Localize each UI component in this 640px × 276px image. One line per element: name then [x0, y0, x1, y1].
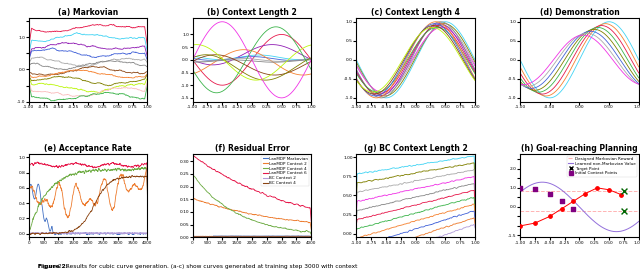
Point [568, 199, 579, 203]
Title: (h) Goal-reaching Planning: (h) Goal-reaching Planning [521, 144, 637, 153]
Title: (e) Acceptance Rate: (e) Acceptance Rate [44, 144, 132, 153]
Point [619, 208, 629, 213]
Point [580, 191, 591, 196]
Title: (g) BC Context Length 2: (g) BC Context Length 2 [364, 144, 467, 153]
Point [556, 199, 566, 203]
Point [556, 207, 566, 211]
Point [592, 186, 602, 190]
Point [619, 189, 629, 193]
Legend: LanMDP Markovian, LanMDP Context 2, LanMDP Context 4, LanMDP Context 6, BC Conte: LanMDP Markovian, LanMDP Context 2, LanM… [261, 156, 309, 186]
Point [616, 192, 626, 197]
Point [545, 191, 555, 196]
Point [568, 207, 579, 211]
Title: (c) Context Length 4: (c) Context Length 4 [371, 8, 460, 17]
Title: (f) Residual Error: (f) Residual Error [214, 144, 289, 153]
Text: Figure 2: Results for cubic curve generation. (a-c) show curves generated at tra: Figure 2: Results for cubic curve genera… [38, 264, 358, 269]
Title: (d) Demonstration: (d) Demonstration [540, 8, 620, 17]
Point [545, 214, 555, 219]
Point [604, 188, 614, 192]
Point [530, 221, 540, 225]
Point [515, 186, 525, 190]
Title: (a) Markovian: (a) Markovian [58, 8, 118, 17]
Title: (b) Context Length 2: (b) Context Length 2 [207, 8, 297, 17]
Point [530, 187, 540, 191]
Text: Figure 2:: Figure 2: [38, 264, 68, 269]
Point [515, 224, 525, 228]
Legend: Designed Markovian Reward, Learned non-Markovian Value, Target Point, Initial Co: Designed Markovian Reward, Learned non-M… [567, 156, 637, 177]
